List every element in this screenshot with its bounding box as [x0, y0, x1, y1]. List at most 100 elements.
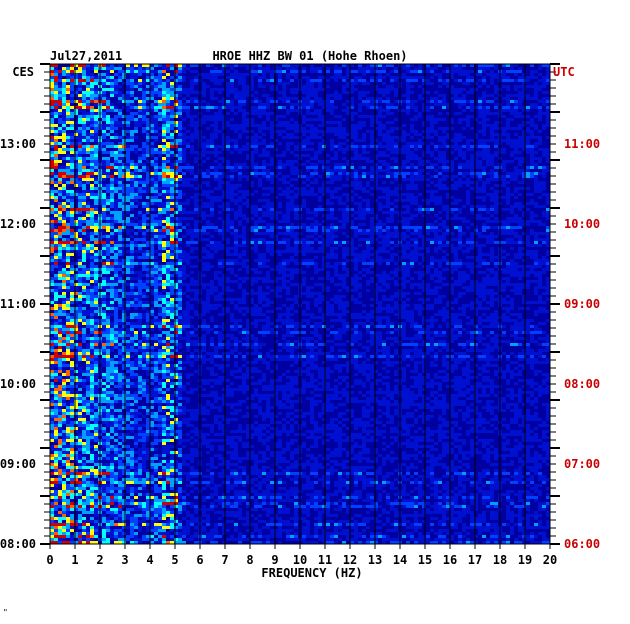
spectral-cell [506, 64, 510, 67]
spectral-cell [294, 76, 298, 79]
spectral-cell [394, 172, 398, 175]
spectral-cell [270, 178, 274, 181]
spectral-cell [286, 82, 290, 85]
spectral-cell [102, 115, 106, 118]
spectral-cell [326, 103, 330, 106]
spectral-cell [442, 226, 446, 229]
spectral-cell [402, 64, 406, 67]
spectral-cell [478, 205, 482, 208]
spectral-cell [370, 130, 374, 133]
spectral-cell [58, 244, 62, 247]
spectral-cell [174, 163, 178, 166]
spectral-cell [130, 118, 134, 121]
spectral-cell [466, 172, 470, 175]
spectral-cell [114, 187, 118, 190]
spectral-cell [90, 73, 94, 76]
spectral-cell [166, 205, 170, 208]
spectral-cell [486, 253, 490, 256]
spectral-cell [122, 133, 126, 136]
spectral-cell [74, 193, 78, 196]
spectral-cell [106, 121, 110, 124]
spectral-cell [250, 193, 254, 196]
spectral-cell [186, 202, 190, 205]
spectral-cell [134, 112, 138, 115]
spectral-cell [358, 196, 362, 199]
spectral-cell [86, 88, 90, 91]
spectral-cell [102, 145, 106, 148]
spectral-cell [118, 151, 122, 154]
spectral-cell [330, 211, 334, 214]
spectral-cell [70, 94, 74, 97]
spectral-cell [118, 76, 122, 79]
spectral-cell [230, 91, 234, 94]
spectral-cell [402, 130, 406, 133]
spectral-cell [190, 211, 194, 214]
spectral-cell [130, 235, 134, 238]
spectral-cell [158, 64, 162, 67]
spectral-cell [294, 217, 298, 220]
spectral-cell [370, 232, 374, 235]
spectral-cell [74, 157, 78, 160]
spectral-cell [506, 94, 510, 97]
spectral-cell [350, 106, 354, 109]
spectral-cell [534, 76, 538, 79]
spectral-cell [118, 205, 122, 208]
spectral-cell [202, 151, 206, 154]
spectral-cell [122, 238, 126, 241]
spectral-cell [146, 208, 150, 211]
spectral-cell [386, 106, 390, 109]
spectral-cell [390, 145, 394, 148]
spectral-cell [178, 154, 182, 157]
spectral-cell [110, 232, 114, 235]
spectral-cell [490, 214, 494, 217]
spectral-cell [230, 187, 234, 190]
spectral-cell [314, 70, 318, 73]
spectral-cell [154, 193, 158, 196]
spectral-cell [114, 115, 118, 118]
spectral-cell [494, 142, 498, 145]
spectral-cell [262, 109, 266, 112]
spectral-cell [62, 202, 66, 205]
spectral-cell [262, 172, 266, 175]
spectral-cell [154, 139, 158, 142]
spectral-cell [166, 64, 170, 67]
spectral-cell [486, 109, 490, 112]
spectral-cell [426, 247, 430, 250]
spectral-cell [230, 166, 234, 169]
spectral-cell [482, 208, 486, 211]
spectral-cell [218, 175, 222, 178]
spectral-cell [414, 145, 418, 148]
spectral-cell [214, 196, 218, 199]
spectral-cell [362, 166, 366, 169]
spectral-cell [50, 64, 54, 67]
spectral-cell [330, 193, 334, 196]
spectral-cell [514, 157, 518, 160]
spectral-cell [306, 190, 310, 193]
spectral-cell [414, 100, 418, 103]
spectral-cell [90, 160, 94, 163]
spectral-cell [310, 67, 314, 70]
spectral-cell [382, 145, 386, 148]
spectral-cell [350, 184, 354, 187]
spectral-cell [478, 106, 482, 109]
spectral-cell [226, 223, 230, 226]
spectral-cell [422, 247, 426, 250]
spectral-cell [302, 244, 306, 247]
spectral-cell [478, 97, 482, 100]
spectral-cell [338, 163, 342, 166]
spectral-cell [186, 88, 190, 91]
spectral-cell [146, 133, 150, 136]
spectral-cell [394, 160, 398, 163]
spectral-cell [478, 154, 482, 157]
spectral-cell [134, 196, 138, 199]
spectral-cell [510, 232, 514, 235]
spectral-cell [66, 166, 70, 169]
spectral-cell [270, 226, 274, 229]
spectral-cell [366, 64, 370, 67]
spectral-cell [454, 142, 458, 145]
spectral-cell [186, 223, 190, 226]
spectral-cell [526, 208, 530, 211]
spectral-cell [334, 97, 338, 100]
spectral-cell [434, 238, 438, 241]
spectral-cell [338, 124, 342, 127]
